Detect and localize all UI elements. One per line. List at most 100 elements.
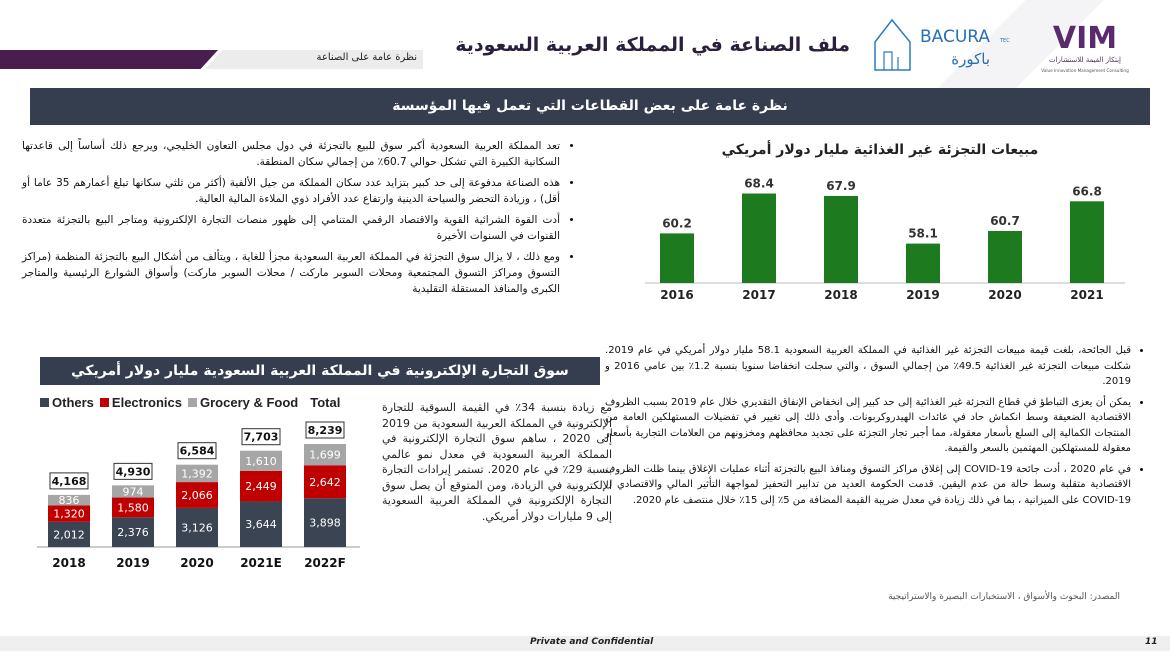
total-box [177,442,217,460]
bar-segment-others [240,501,282,547]
bar-segment-electronics [176,482,218,508]
x-tick-label: 2017 [742,288,775,302]
bar-segment-electronics [240,470,282,502]
data-label: 2,066 [181,489,213,502]
bar-segment-others [176,507,218,547]
data-label: 58.1 [908,227,938,241]
bar-segment-grocery-food [304,444,346,466]
legend-total: Total [310,395,341,410]
chart-legend: Others Electronics Grocery & Food Total [40,395,375,410]
data-label: 1,392 [181,467,213,480]
svg-text:BACURA: BACURA [920,27,990,47]
data-label: 1,699 [309,449,341,462]
bullet: هذه الصناعة مدفوعة إلى حد كبير بتزايد عد… [22,175,560,207]
bar-segment-electronics [48,505,90,522]
bar [1070,201,1104,283]
x-tick-label: 2020 [988,288,1021,302]
total-label: 6,584 [180,445,215,458]
data-label: 3,644 [245,518,277,531]
bullets-top: تعد المملكة العربية السعودية أكبر سوق لل… [22,138,582,302]
data-label: 2,642 [309,476,341,489]
bullet: قبل الجائحة، بلغت قيمة مبيعات التجزئة غي… [605,343,1131,390]
data-label: 2,012 [53,528,85,541]
x-tick-label: 2022F [304,556,346,570]
bullet: تعد المملكة العربية السعودية أكبر سوق لل… [22,138,560,170]
header-accent-bar [0,50,218,69]
bar-segment-grocery-food [176,464,218,483]
total-box [305,421,345,439]
bar [906,243,940,283]
svg-text:TEC: TEC [999,38,1010,44]
total-box [241,428,281,446]
svg-text:VIM: VIM [1053,21,1117,56]
header-subtitle: نظرة عامة على الصناعة [316,52,417,63]
legend-label: Electronics [111,395,182,410]
total-label: 8,239 [308,424,343,437]
header-background [870,0,1170,90]
legend-grocery: Grocery & Food [188,395,298,410]
x-tick-label: 2018 [52,556,85,570]
bar-segment-others [112,517,154,547]
data-label: 68.4 [744,177,774,191]
legend-electronics: Electronics [99,395,182,410]
total-box [49,472,89,490]
bar-segment-grocery-food [240,450,282,471]
bullet: أدت القوة الشرائية القوية والاقتصاد الرق… [22,212,560,244]
svg-text:إبتكار القيمة للاستشارات: إبتكار القيمة للاستشارات [1049,56,1121,64]
source-note: المصدر: البحوث والأسواق ، الاستخبارات ال… [888,592,1120,602]
confidential-label: Private and Confidential [530,637,654,647]
data-label: 836 [59,494,80,507]
bar [742,193,776,283]
bacura-logo: BACURA TEC باكورة [874,18,1010,71]
data-label: 66.8 [1072,184,1102,198]
bar-segment-electronics [304,465,346,499]
svg-text:باكورة: باكورة [951,50,990,68]
data-label: 1,320 [53,508,85,521]
data-label: 60.2 [662,216,692,230]
data-label: 974 [123,485,144,498]
x-tick-label: 2021E [240,556,282,570]
section-title: نظرة عامة على بعض القطاعات التي تعمل فيه… [30,88,1150,125]
legend-label: Grocery & Food [200,395,299,410]
ecommerce-text: مع زيادة بنسبة 34٪ في القيمة السوقية للت… [382,401,612,523]
non-food-retail-chart: 60.2 2016 68.4 2017 67.9 2018 58.1 2019 60.7 2020… [645,177,1125,302]
subtitle-bar [205,50,423,69]
bar [660,233,694,283]
bar [988,230,1022,283]
vim-logo: VIM إبتكار القيمة للاستشارات Value Innov… [1041,21,1129,73]
data-label: 1,610 [245,455,277,468]
data-label: 2,449 [245,480,277,493]
bullets-bottom: قبل الجائحة، بلغت قيمة مبيعات التجزئة غي… [605,343,1153,513]
x-tick-label: 2016 [660,288,693,302]
x-tick-label: 2019 [906,288,939,302]
data-label: 3,126 [181,521,213,534]
bar [824,195,858,283]
bar-segment-electronics [112,497,154,518]
data-label: 3,898 [309,517,341,530]
bullet: يمكن أن يعزى التباطؤ في قطاع التجزئة غير… [605,395,1131,457]
footer-bar [0,636,1170,651]
x-tick-label: 2021 [1070,288,1103,302]
total-box [113,462,153,480]
total-label: 4,930 [116,465,151,478]
x-tick-label: 2019 [116,556,149,570]
page-title: ملف الصناعة في المملكة العربية السعودية [455,34,850,56]
bar-segment-others [304,498,346,547]
legend-label: Others [52,395,94,410]
total-label: 7,703 [244,431,279,444]
bullet: ومع ذلك ، لا يزال سوق التجزئة في المملكة… [22,249,560,297]
legend-others: Others [40,395,94,410]
data-label: 2,376 [117,526,149,539]
x-tick-label: 2020 [180,556,213,570]
bar-segment-others [48,521,90,547]
data-label: 1,580 [117,501,149,514]
x-tick-label: 2018 [824,288,857,302]
total-label: 4,168 [52,475,87,488]
bar-segment-grocery-food [112,485,154,498]
page-number: 11 [1145,637,1158,647]
chart-title: مبيعات التجزئة غير الغذائية مليار دولار … [721,142,1039,158]
data-label: 67.9 [826,179,856,193]
svg-text:Value Innovation Management Co: Value Innovation Management Consulting [1041,68,1129,73]
bullet: في عام 2020 ، أدت جائحة COVID-19 إلى إغل… [605,462,1131,509]
